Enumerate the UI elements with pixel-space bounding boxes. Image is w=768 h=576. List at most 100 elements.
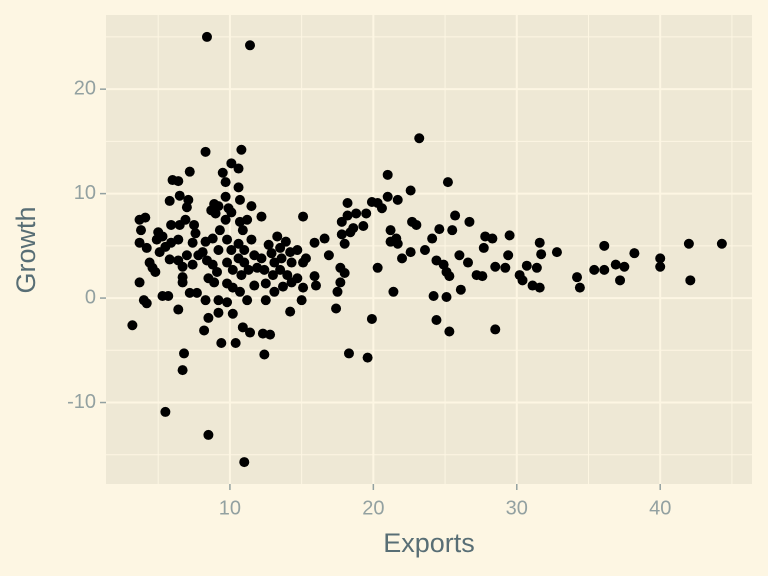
point [180, 214, 191, 225]
point [397, 253, 408, 264]
point [246, 234, 257, 245]
point [478, 242, 489, 253]
point [534, 282, 545, 293]
point [227, 308, 238, 319]
point [209, 277, 220, 288]
point [362, 352, 373, 363]
point [163, 290, 174, 301]
point [227, 264, 238, 275]
point [222, 234, 233, 245]
point [242, 295, 253, 306]
point [503, 250, 514, 261]
x-tick-label: 40 [649, 497, 671, 519]
x-axis-title: Exports [383, 528, 475, 558]
point [134, 277, 145, 288]
point [536, 249, 547, 260]
point [181, 202, 192, 213]
point [490, 261, 501, 272]
point [629, 248, 640, 259]
point [464, 216, 475, 227]
point [200, 146, 211, 157]
point [166, 219, 177, 230]
point [263, 239, 274, 250]
point [500, 262, 511, 273]
point [517, 275, 528, 286]
point [213, 295, 224, 306]
point [246, 201, 257, 212]
point [177, 277, 188, 288]
point [222, 297, 233, 308]
y-tick-label: 10 [74, 182, 96, 204]
point [285, 306, 296, 317]
point [213, 307, 224, 318]
point [441, 292, 452, 303]
point [190, 228, 201, 239]
point [610, 259, 621, 270]
point [361, 208, 372, 219]
point [259, 349, 270, 360]
point [323, 250, 334, 261]
point [419, 245, 430, 256]
point [343, 348, 354, 359]
point [199, 325, 210, 336]
point [239, 245, 250, 256]
point [265, 329, 276, 340]
point [685, 275, 696, 286]
point [245, 40, 256, 51]
point [269, 286, 280, 297]
point [184, 287, 195, 298]
point [385, 225, 396, 236]
point [716, 238, 727, 249]
point [382, 169, 393, 180]
point [477, 271, 488, 282]
point [521, 260, 532, 271]
y-tick-label: -10 [67, 391, 96, 413]
point [234, 286, 245, 297]
point [249, 280, 260, 291]
point [141, 298, 152, 309]
point [572, 272, 583, 283]
point [140, 212, 151, 223]
point [444, 326, 455, 337]
point [296, 295, 307, 306]
point [599, 240, 610, 251]
point [589, 264, 600, 275]
point [455, 284, 466, 295]
point [534, 237, 545, 248]
point [309, 271, 320, 282]
point [234, 194, 245, 205]
point [504, 230, 515, 241]
point [382, 191, 393, 202]
point [233, 182, 244, 193]
point [217, 167, 228, 178]
point [245, 327, 256, 338]
point [490, 324, 501, 335]
point [260, 295, 271, 306]
point [655, 261, 666, 272]
point [454, 250, 465, 261]
point [207, 259, 218, 270]
point [197, 247, 208, 258]
x-tick-label: 20 [362, 497, 384, 519]
point [275, 264, 286, 275]
point [213, 245, 224, 256]
point [226, 207, 237, 218]
point [376, 203, 387, 214]
point [177, 261, 188, 272]
point [298, 282, 309, 293]
point [427, 233, 438, 244]
point [319, 233, 330, 244]
point [388, 286, 399, 297]
point [237, 322, 248, 333]
point [267, 270, 278, 281]
point [332, 286, 343, 297]
point [212, 266, 223, 277]
point [366, 313, 377, 324]
point [428, 290, 439, 301]
point [141, 242, 152, 253]
point [200, 295, 211, 306]
point [434, 224, 445, 235]
point [134, 237, 145, 248]
point [236, 144, 247, 155]
